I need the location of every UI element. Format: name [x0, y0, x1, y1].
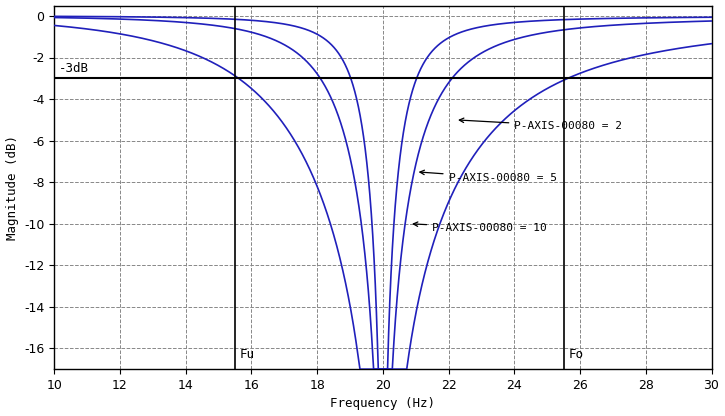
Text: P-AXIS-00080 = 2: P-AXIS-00080 = 2	[460, 118, 622, 131]
X-axis label: Frequency (Hz): Frequency (Hz)	[331, 397, 435, 411]
Text: Fo: Fo	[568, 348, 584, 361]
Text: P-AXIS-00080 = 5: P-AXIS-00080 = 5	[420, 170, 557, 183]
Y-axis label: Magnitude (dB): Magnitude (dB)	[6, 135, 19, 240]
Text: P-AXIS-00080 = 10: P-AXIS-00080 = 10	[413, 222, 547, 233]
Text: Fu: Fu	[240, 348, 255, 361]
Text: -3dB: -3dB	[59, 62, 89, 75]
